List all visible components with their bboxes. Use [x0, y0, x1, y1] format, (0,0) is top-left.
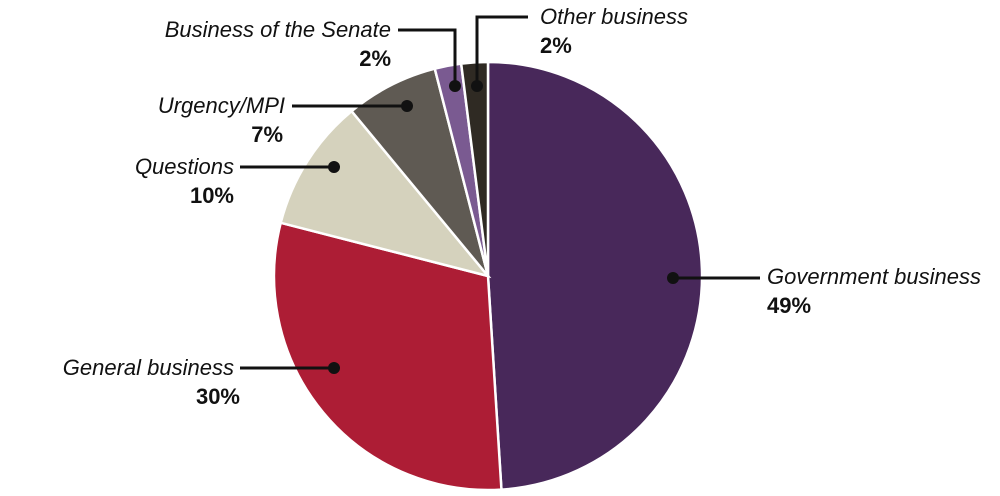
- slice-labels: Government business 49% General business…: [63, 4, 981, 409]
- slice-value-urgency-mpi: 7%: [251, 122, 283, 147]
- pie-slice-government-business: [486, 60, 704, 491]
- label-group-general-business: General business 30%: [63, 355, 340, 409]
- label-group-business-of-the-senate: Business of the Senate 2%: [165, 17, 461, 92]
- slice-value-general-business: 30%: [196, 384, 240, 409]
- leader-line-other-business: [475, 15, 528, 86]
- label-group-urgency-mpi: Urgency/MPI 7%: [158, 93, 413, 147]
- slice-value-government-business: 49%: [767, 293, 811, 318]
- label-group-government-business: Government business 49%: [667, 264, 981, 318]
- label-group-questions: Questions 10%: [135, 154, 340, 208]
- label-group-other-business: Other business 2%: [471, 4, 688, 92]
- slice-label-government-business: Government business: [767, 264, 981, 289]
- pie-slice-questions: [279, 109, 492, 279]
- slice-value-business-of-the-senate: 2%: [359, 46, 391, 71]
- slice-label-general-business: General business: [63, 355, 234, 380]
- pie-slice-other-business: [459, 60, 490, 277]
- slice-value-questions: 10%: [190, 183, 234, 208]
- slice-label-business-of-the-senate: Business of the Senate: [165, 17, 391, 42]
- pie-slice-general-business: [272, 221, 503, 492]
- slice-label-questions: Questions: [135, 154, 234, 179]
- slice-label-other-business: Other business: [540, 4, 688, 29]
- slice-value-other-business: 2%: [540, 33, 572, 58]
- slice-label-urgency-mpi: Urgency/MPI: [158, 93, 285, 118]
- leader-line-business-of-the-senate: [398, 28, 457, 86]
- pie-slices: [272, 60, 704, 492]
